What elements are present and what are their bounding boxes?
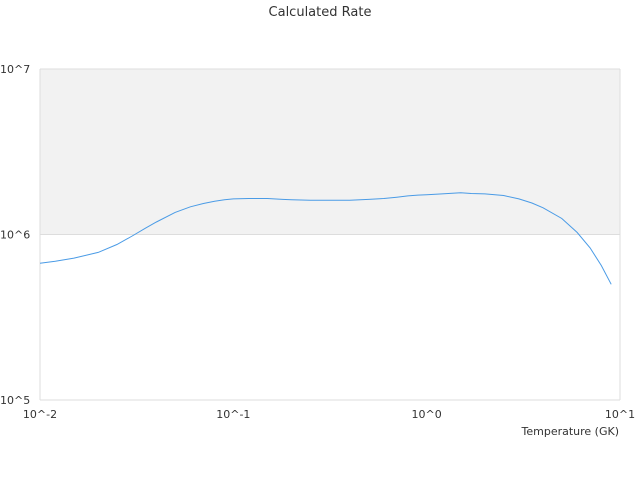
series-group — [39, 192, 612, 285]
chart-title: Calculated Rate — [269, 5, 372, 20]
y-tick-labels: 10^5 10^6 10^7 — [0, 63, 30, 407]
x-tick-label: 10^1 — [605, 408, 635, 421]
x-tick-label: 10^-2 — [23, 408, 57, 421]
grid-lines — [39, 68, 621, 401]
x-axis-label: Temperature (GK) — [521, 425, 620, 438]
y-tick-label: 10^7 — [0, 63, 30, 76]
y-tick-label: 10^6 — [0, 229, 30, 242]
x-tick-label: 10^0 — [412, 408, 442, 421]
x-tick-labels: 10^-2 10^-1 10^0 10^1 — [23, 408, 635, 421]
series-line-0 — [39, 192, 612, 285]
plot-background — [40, 69, 620, 235]
y-tick-label: 10^5 — [0, 394, 30, 407]
x-tick-label: 10^-1 — [216, 408, 250, 421]
shaded-band — [40, 69, 620, 235]
